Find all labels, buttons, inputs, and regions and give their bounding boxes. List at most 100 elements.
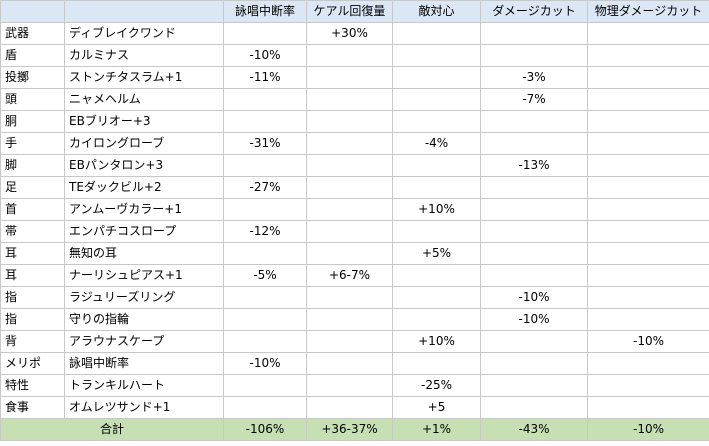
slot-cell[interactable]: 手 [0,132,65,155]
enmity-cell[interactable]: +10% [392,198,481,221]
item-cell[interactable]: ナーリシュピアス+1 [64,264,224,287]
enmity-cell[interactable] [392,264,481,287]
enmity-cell[interactable]: +5% [392,242,481,265]
physical-damage-taken-cell[interactable] [587,88,709,111]
spell-interrupt-cell[interactable] [223,22,307,45]
total-enmity[interactable]: +1% [392,418,481,441]
physical-damage-taken-cell[interactable] [587,154,709,177]
spell-interrupt-cell[interactable]: -12% [223,220,307,243]
damage-taken-cell[interactable] [480,330,588,353]
enmity-cell[interactable] [392,286,481,309]
damage-taken-cell[interactable] [480,264,588,287]
total-damage-taken[interactable]: -43% [480,418,588,441]
cure-potency-cell[interactable] [306,176,393,199]
spell-interrupt-cell[interactable]: -10% [223,44,307,67]
damage-taken-cell[interactable]: -10% [480,308,588,331]
item-cell[interactable]: EBブリオー+3 [64,110,224,133]
spell-interrupt-cell[interactable] [223,374,307,397]
header-enmity[interactable]: 敵対心 [392,0,481,23]
spell-interrupt-cell[interactable] [223,242,307,265]
enmity-cell[interactable] [392,110,481,133]
physical-damage-taken-cell[interactable] [587,286,709,309]
slot-cell[interactable]: 首 [0,198,65,221]
item-cell[interactable]: TEダックビル+2 [64,176,224,199]
item-cell[interactable]: ニャメヘルム [64,88,224,111]
item-cell[interactable]: ストンチタスラム+1 [64,66,224,89]
spell-interrupt-cell[interactable] [223,308,307,331]
damage-taken-cell[interactable]: -10% [480,286,588,309]
spell-interrupt-cell[interactable]: -5% [223,264,307,287]
slot-cell[interactable]: 特性 [0,374,65,397]
slot-cell[interactable]: 足 [0,176,65,199]
damage-taken-cell[interactable] [480,242,588,265]
slot-cell[interactable]: 投擲 [0,66,65,89]
damage-taken-cell[interactable] [480,176,588,199]
spell-interrupt-cell[interactable] [223,330,307,353]
damage-taken-cell[interactable] [480,220,588,243]
physical-damage-taken-cell[interactable] [587,264,709,287]
slot-cell[interactable]: 耳 [0,242,65,265]
enmity-cell[interactable] [392,176,481,199]
physical-damage-taken-cell[interactable]: -10% [587,330,709,353]
enmity-cell[interactable] [392,44,481,67]
physical-damage-taken-cell[interactable] [587,242,709,265]
slot-cell[interactable]: 脚 [0,154,65,177]
enmity-cell[interactable] [392,220,481,243]
cure-potency-cell[interactable] [306,44,393,67]
physical-damage-taken-cell[interactable] [587,132,709,155]
damage-taken-cell[interactable] [480,374,588,397]
header-blank-slot[interactable] [0,0,65,23]
enmity-cell[interactable]: +10% [392,330,481,353]
header-spell-interrupt[interactable]: 詠唱中断率 [223,0,307,23]
item-cell[interactable]: 守りの指輪 [64,308,224,331]
item-cell[interactable]: アラウナスケープ [64,330,224,353]
cure-potency-cell[interactable] [306,66,393,89]
physical-damage-taken-cell[interactable] [587,308,709,331]
spell-interrupt-cell[interactable] [223,286,307,309]
item-cell[interactable]: 無知の耳 [64,242,224,265]
damage-taken-cell[interactable] [480,110,588,133]
enmity-cell[interactable]: +5 [392,396,481,419]
physical-damage-taken-cell[interactable] [587,110,709,133]
slot-cell[interactable]: 盾 [0,44,65,67]
item-cell[interactable]: EBパンタロン+3 [64,154,224,177]
slot-cell[interactable]: 胴 [0,110,65,133]
spell-interrupt-cell[interactable] [223,154,307,177]
enmity-cell[interactable]: -25% [392,374,481,397]
enmity-cell[interactable] [392,308,481,331]
spell-interrupt-cell[interactable]: -10% [223,352,307,375]
item-cell[interactable]: トランキルハート [64,374,224,397]
cure-potency-cell[interactable] [306,220,393,243]
damage-taken-cell[interactable]: -7% [480,88,588,111]
physical-damage-taken-cell[interactable] [587,22,709,45]
item-cell[interactable]: カイロングローブ [64,132,224,155]
spell-interrupt-cell[interactable]: -11% [223,66,307,89]
slot-cell[interactable]: 指 [0,286,65,309]
physical-damage-taken-cell[interactable] [587,220,709,243]
damage-taken-cell[interactable] [480,44,588,67]
total-cure-potency[interactable]: +36-37% [306,418,393,441]
cure-potency-cell[interactable] [306,374,393,397]
slot-cell[interactable]: 頭 [0,88,65,111]
enmity-cell[interactable] [392,88,481,111]
header-physical-damage-taken[interactable]: 物理ダメージカット [587,0,709,23]
cure-potency-cell[interactable]: +30% [306,22,393,45]
spell-interrupt-cell[interactable] [223,88,307,111]
physical-damage-taken-cell[interactable] [587,198,709,221]
slot-cell[interactable]: 帯 [0,220,65,243]
item-cell[interactable]: アンムーヴカラー+1 [64,198,224,221]
spell-interrupt-cell[interactable]: -27% [223,176,307,199]
slot-cell[interactable]: 背 [0,330,65,353]
slot-cell[interactable]: 武器 [0,22,65,45]
physical-damage-taken-cell[interactable] [587,66,709,89]
slot-cell[interactable]: 耳 [0,264,65,287]
physical-damage-taken-cell[interactable] [587,352,709,375]
enmity-cell[interactable] [392,154,481,177]
damage-taken-cell[interactable] [480,352,588,375]
cure-potency-cell[interactable] [306,242,393,265]
total-spell-interrupt[interactable]: -106% [223,418,307,441]
item-cell[interactable]: カルミナス [64,44,224,67]
cure-potency-cell[interactable] [306,396,393,419]
damage-taken-cell[interactable]: -13% [480,154,588,177]
item-cell[interactable]: ラジュリーズリング [64,286,224,309]
